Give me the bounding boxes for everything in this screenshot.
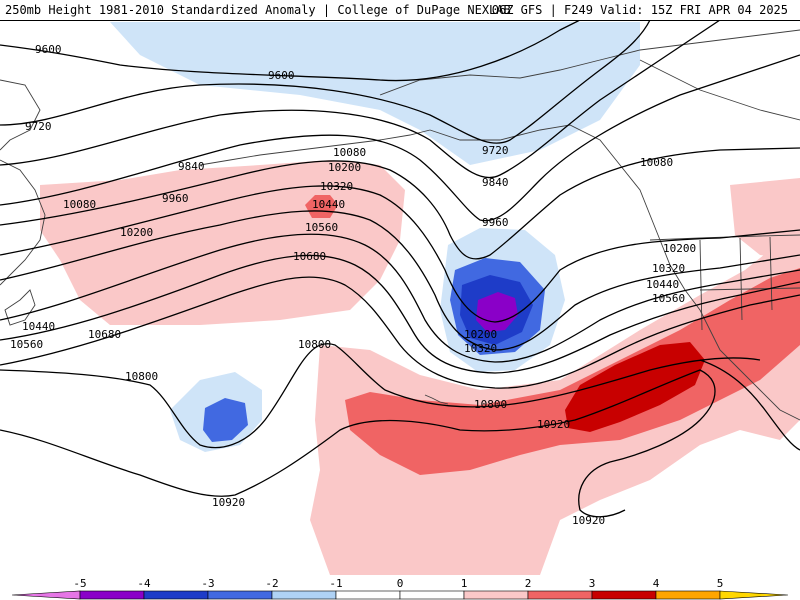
label-10560-b: 10560 [305,221,338,234]
canada-interior [639,59,800,121]
contour-9840 [0,20,721,179]
label-10320-b: 10320 [652,262,685,275]
contour-10800-low [0,343,761,449]
label-10920-c: 10920 [572,514,605,527]
label-10440-b: 10440 [312,198,345,211]
hawaii-islands [424,394,449,405]
colorbar-tick-label: -2 [265,577,278,590]
colorbar-swatch-2 [143,590,209,600]
contour-10080 [0,147,800,260]
colorbar-tick-label: 1 [461,577,468,590]
colorbar-tick-label: 2 [525,577,532,590]
label-9840-a: 9840 [178,160,205,173]
negative-anomaly-alaska [110,22,640,165]
contour-10320 [0,210,800,351]
anomaly-map: 9600 9600 9720 9720 9840 9840 9960 9960 … [0,20,800,575]
colorbar-swatch-6 [399,590,465,600]
colorbar-swatch-11 [719,590,789,600]
label-10560-c: 10560 [652,292,685,305]
colorbar-swatch-1 [79,590,145,600]
label-9720-b: 9720 [482,144,509,157]
label-9960-a: 9960 [162,192,189,205]
contour-9960 [0,54,800,222]
colorbar-swatch-9 [591,590,657,600]
aleutian-chain [199,129,431,166]
kamchatka-coast [0,79,41,151]
colorbar-swatch-7 [463,590,529,600]
colorbar-swatch-0 [11,590,81,600]
label-10440-c: 10440 [646,278,679,291]
colorbar-swatch-10 [655,590,721,600]
contour-10200 [0,185,800,323]
label-10680-a: 10680 [88,328,121,341]
contour-10680 [0,276,800,389]
contour-10560 [0,254,800,374]
negative-anomaly-sw-inner [203,398,248,442]
label-10200-b: 10200 [328,161,361,174]
negative-anomaly-low-core [476,292,518,332]
label-10080-b: 10080 [333,146,366,159]
label-10200-low: 10200 [464,328,497,341]
label-9840-b: 9840 [482,176,509,189]
contour-9720 [0,20,651,144]
colorbar-swatches [11,590,789,600]
state-lines [699,236,800,331]
label-10440-a: 10440 [22,320,55,333]
label-10080-a: 10080 [63,198,96,211]
colorbar-labels: -5 -4 -3 -2 -1 0 1 2 3 4 5 [73,577,723,590]
colorbar-swatch-8 [527,590,593,600]
anomaly-colorbar: -5 -4 -3 -2 -1 0 1 2 3 4 5 [11,577,789,600]
colorbar-tick-label: -4 [137,577,151,590]
colorbar-swatch-3 [207,590,273,600]
colorbar-swatch-4 [271,590,337,600]
contour-labels: 9600 9600 9720 9720 9840 9840 9960 9960 … [10,43,696,527]
run-valid-time: 06Z GFS | F249 Valid: 15Z FRI APR 04 202… [491,3,788,17]
label-10800-a: 10800 [125,370,158,383]
japan-coast [4,289,36,326]
contour-10920-east [699,359,800,451]
alaska-coast [379,29,800,96]
colorbar-tick-label: 3 [589,577,596,590]
colorbar-tick-label: 0 [397,577,404,590]
contour-9600 [0,20,581,82]
label-10200-c: 10200 [663,242,696,255]
label-10800-b: 10800 [298,338,331,351]
height-contours [0,20,800,518]
colorbar-tick-label: 4 [653,577,660,590]
label-9720-a: 9720 [25,120,52,133]
label-10080-c: 10080 [640,156,673,169]
colorbar-tick-label: 5 [717,577,724,590]
anomaly-shading [40,22,800,575]
positive-anomaly-core-darkred [565,342,705,432]
positive-anomaly-subtropical-red [345,268,800,475]
positive-anomaly-west-na [730,178,800,260]
label-10200-a: 10200 [120,226,153,239]
label-9960-b: 9960 [482,216,509,229]
label-9600-a: 9600 [35,43,62,56]
label-10320-c: 10320 [464,342,497,355]
label-10560-a: 10560 [10,338,43,351]
colorbar-tick-label: -3 [201,577,214,590]
map-header: 250mb Height 1981-2010 Standardized Anom… [0,0,800,21]
label-10320-a: 10320 [320,180,353,193]
positive-anomaly-small-red [305,195,338,218]
label-10800-c: 10800 [474,398,507,411]
contour-10920-south [0,369,716,518]
asia-coast [0,159,46,286]
label-9600-b: 9600 [268,69,295,82]
label-10920-b: 10920 [537,418,570,431]
label-10920-a: 10920 [212,496,245,509]
contour-10440 [0,233,800,363]
product-title: 250mb Height 1981-2010 Standardized Anom… [5,3,511,17]
colorbar-tick-label: -1 [329,577,342,590]
colorbar-swatch-5 [335,590,401,600]
label-10680-b: 10680 [293,250,326,263]
colorbar-tick-label: -5 [73,577,86,590]
